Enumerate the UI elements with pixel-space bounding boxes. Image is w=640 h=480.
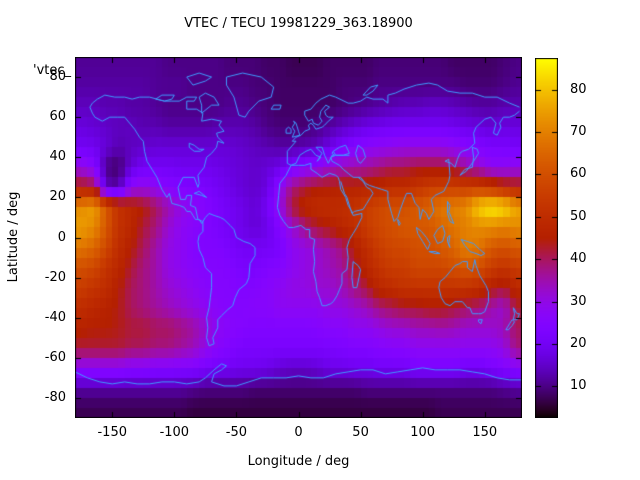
y-tick-label: 60 (49, 109, 66, 125)
x-tick-label: -150 (97, 425, 127, 440)
y-tick-label: 40 (49, 149, 66, 165)
x-tick-label: 50 (352, 425, 369, 440)
x-tick-label: -50 (225, 425, 248, 440)
x-tick-label: 150 (472, 425, 498, 440)
plot-title: VTEC / TECU 19981229_363.18900 (184, 16, 413, 31)
colorbar-tick-label: 40 (570, 251, 587, 267)
y-tick-label: -60 (44, 349, 66, 365)
x-axis-label: Longitude / deg (247, 454, 350, 469)
colorbar-tick-label: 50 (570, 208, 587, 224)
colorbar-tick-label: 20 (570, 335, 587, 351)
y-tick-label: 20 (49, 189, 66, 205)
colorbar-tick-label: 60 (570, 166, 587, 182)
y-tick-label: 80 (49, 69, 66, 85)
plot-key-label: 'vtec_ (33, 63, 72, 78)
y-tick-label: -40 (44, 309, 66, 325)
x-tick-label: 0 (294, 425, 303, 440)
vtec-heatmap-canvas (75, 57, 522, 418)
y-tick-label: 0 (57, 229, 66, 245)
y-axis-label: Latitude / deg (6, 191, 21, 283)
colorbar-tick-label: 10 (570, 378, 587, 394)
x-tick-label: 100 (410, 425, 436, 440)
y-tick-label: -80 (44, 389, 66, 405)
y-tick-label: -20 (44, 269, 66, 285)
x-tick-label: -100 (159, 425, 190, 440)
colorbar-tick-label: 30 (570, 293, 587, 309)
colorbar-tick-label: 70 (570, 124, 587, 140)
colorbar-tick-label: 80 (570, 81, 587, 97)
colorbar-canvas (535, 58, 558, 418)
